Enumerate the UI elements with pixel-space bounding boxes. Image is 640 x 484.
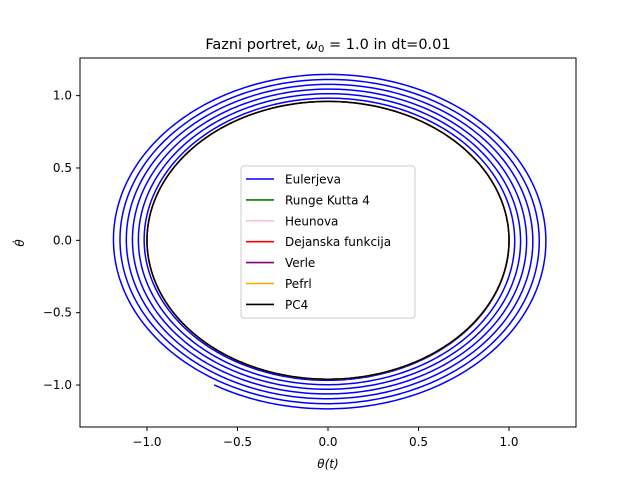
series-line-eulerjeva [112,73,547,410]
x-tick-label: 0.5 [409,435,428,449]
x-tick-label: 1.0 [499,435,518,449]
y-tick-label: 1.0 [53,89,72,103]
legend-label: Verle [285,256,315,270]
x-tick-label: 0.0 [318,435,337,449]
legend-label: Runge Kutta 4 [285,193,370,207]
chart-title: Fazni portret, ω0 = 1.0 in dt=0.01 [205,37,450,55]
y-tick-label: 0.0 [53,233,72,247]
x-tick-label: −1.0 [132,435,161,449]
y-tick-label: −1.0 [43,378,72,392]
legend: Eulerjeva Runge Kutta 4 Heunova Dejanska fu… [240,165,416,319]
x-tick-label: −0.5 [223,435,252,449]
legend-label: Heunova [285,214,338,228]
series-line-pc4 [146,100,510,381]
x-axis-label: θ(t) [317,457,338,471]
legend-label: Pefrl [285,277,312,291]
series-layer [112,73,547,410]
legend-label: Dejanska funkcija [285,235,391,249]
ticks-layer: −1.0 −0.5 0.0 0.5 1.0 −1.0 −0.5 0.0 0.5 1.0 [43,89,519,449]
legend-box [240,165,416,319]
y-axis-label: θ̇ [12,239,27,247]
y-tick-label: 0.5 [53,161,72,175]
legend-label: Eulerjeva [285,173,341,187]
legend-label: PC4 [285,298,308,312]
y-tick-label: −0.5 [43,306,72,320]
